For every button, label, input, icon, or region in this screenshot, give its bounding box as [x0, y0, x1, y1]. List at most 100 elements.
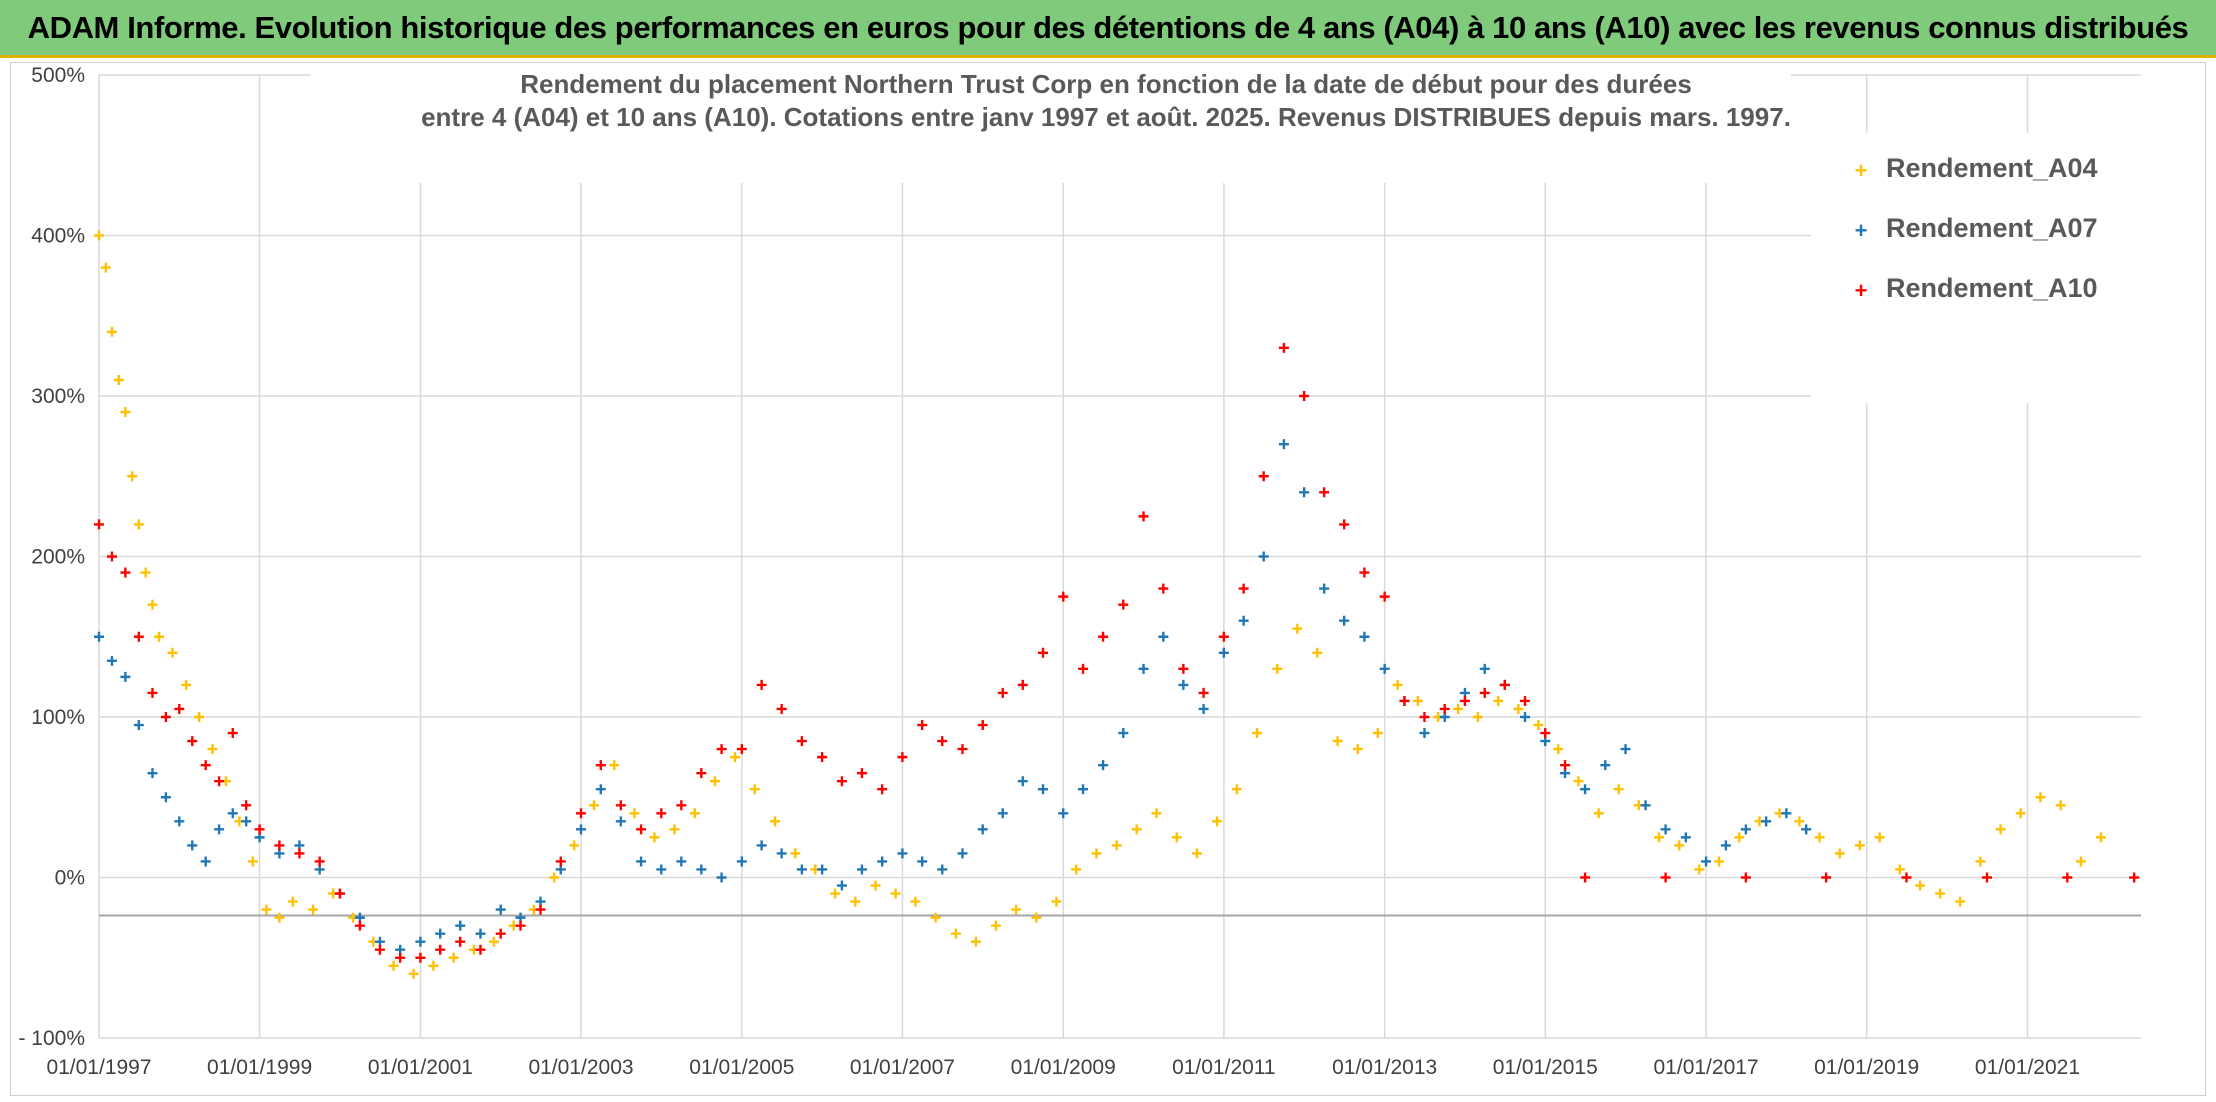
data-point [756, 840, 767, 851]
data-point [1051, 896, 1062, 907]
data-point [274, 840, 285, 851]
data-point [736, 744, 747, 755]
data-point [1540, 728, 1551, 739]
data-point [636, 856, 647, 867]
data-point [555, 856, 566, 867]
data-point [241, 800, 252, 811]
data-point [1640, 800, 1651, 811]
data-point [817, 752, 828, 763]
data-point [1031, 912, 1042, 923]
data-point [656, 864, 667, 875]
data-point [1138, 511, 1149, 522]
data-point [1674, 840, 1685, 851]
data-point [227, 808, 238, 819]
data-point [147, 599, 158, 610]
data-point [1319, 487, 1330, 498]
data-point [2129, 872, 2140, 883]
data-point [1212, 816, 1223, 827]
data-point [997, 808, 1008, 819]
data-point [1131, 824, 1142, 835]
data-point [1058, 591, 1069, 602]
data-point [1392, 679, 1403, 690]
data-point [1412, 695, 1423, 706]
data-point [214, 824, 225, 835]
data-point [609, 760, 620, 771]
legend-backdrop [1811, 133, 2141, 403]
data-point [1419, 728, 1430, 739]
data-point [1493, 695, 1504, 706]
x-tick-label: 01/01/2007 [850, 1056, 955, 1079]
y-tick-label: 100% [31, 706, 85, 729]
data-point [106, 551, 117, 562]
data-point [1098, 760, 1109, 771]
data-point [187, 840, 198, 851]
data-point [187, 736, 198, 747]
data-point [696, 768, 707, 779]
data-point [656, 808, 667, 819]
y-tick-label: 200% [31, 546, 85, 569]
data-point [856, 864, 867, 875]
y-tick-label: 400% [31, 225, 85, 248]
data-point [676, 856, 687, 867]
data-point [576, 824, 587, 835]
data-point [709, 776, 720, 787]
data-point [1118, 728, 1129, 739]
data-point [1278, 342, 1289, 353]
data-point [595, 784, 606, 795]
data-point [1372, 728, 1383, 739]
data-point [408, 968, 419, 979]
data-point [94, 631, 104, 642]
data-point [120, 567, 131, 578]
legend-marker-a04: + [1855, 158, 1868, 183]
data-point [756, 679, 767, 690]
data-point [1781, 808, 1792, 819]
data-point [770, 816, 781, 827]
y-tick-label: 0% [55, 867, 85, 890]
data-point [1178, 679, 1189, 690]
data-point [1017, 776, 1028, 787]
data-point [241, 816, 252, 827]
data-point [448, 952, 459, 963]
data-point [1352, 744, 1363, 755]
data-point [1058, 808, 1069, 819]
data-point [314, 856, 325, 867]
data-point [1231, 784, 1242, 795]
data-point [576, 808, 587, 819]
data-point [415, 952, 426, 963]
data-point [1419, 712, 1430, 722]
data-point [2035, 792, 2046, 803]
data-point [207, 744, 218, 755]
data-point [488, 936, 499, 947]
data-point [167, 647, 178, 658]
data-point [1613, 784, 1624, 795]
data-point [595, 760, 606, 771]
legend-marker-a10: + [1855, 278, 1868, 303]
data-point [1520, 695, 1531, 706]
data-point [1319, 583, 1330, 594]
data-point [133, 631, 144, 642]
data-point [181, 679, 192, 690]
data-point [1761, 816, 1772, 827]
data-point [395, 952, 406, 963]
data-point [790, 848, 801, 859]
data-point [1238, 583, 1249, 594]
data-point [696, 864, 707, 875]
data-point [629, 808, 640, 819]
data-point [160, 792, 171, 803]
x-tick-label: 01/01/2017 [1654, 1056, 1759, 1079]
legend-marker-a07: + [1855, 218, 1868, 243]
data-point [428, 960, 439, 971]
report-title: ADAM Informe. Evolution historique des p… [27, 9, 2189, 45]
data-point [1091, 848, 1102, 859]
data-point [890, 888, 901, 899]
data-point [615, 816, 626, 827]
data-point [1600, 760, 1611, 771]
y-tick-label: 500% [31, 64, 85, 87]
data-point [649, 832, 660, 843]
data-point [2095, 832, 2106, 843]
data-point [997, 687, 1008, 698]
data-point [535, 904, 546, 915]
data-point [1935, 888, 1946, 899]
x-tick-label: 01/01/2019 [1814, 1056, 1919, 1079]
data-point [836, 776, 847, 787]
